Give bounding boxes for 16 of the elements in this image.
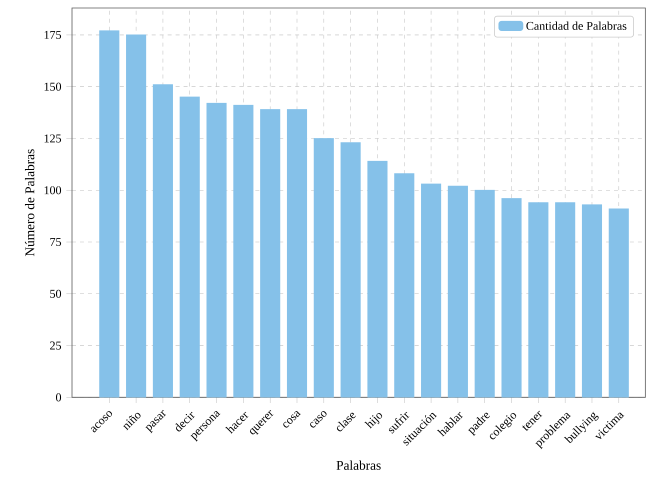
x-tick-label: hijo [364,412,382,429]
x-tick-label: caso [310,411,327,428]
y-tick-label: 50 [50,290,62,298]
y-tick-label: 100 [44,186,62,194]
legend-label: Cantidad de Palabras [526,22,626,30]
x-tick-label: clase [336,412,356,432]
y-tick-label: 150 [44,82,62,91]
x-axis-title: Palabras [336,460,381,470]
y-tick-label: 25 [50,342,62,350]
x-tick-label: niño [123,412,141,430]
y-axis-title: Número de Palabras [24,149,34,256]
y-tick-label: 75 [50,238,62,246]
y-tick-label: 125 [44,134,62,142]
y-tick-label: 175 [44,30,62,39]
y-tick-label: 0 [56,393,62,402]
x-tick-label: cosa [283,411,301,428]
